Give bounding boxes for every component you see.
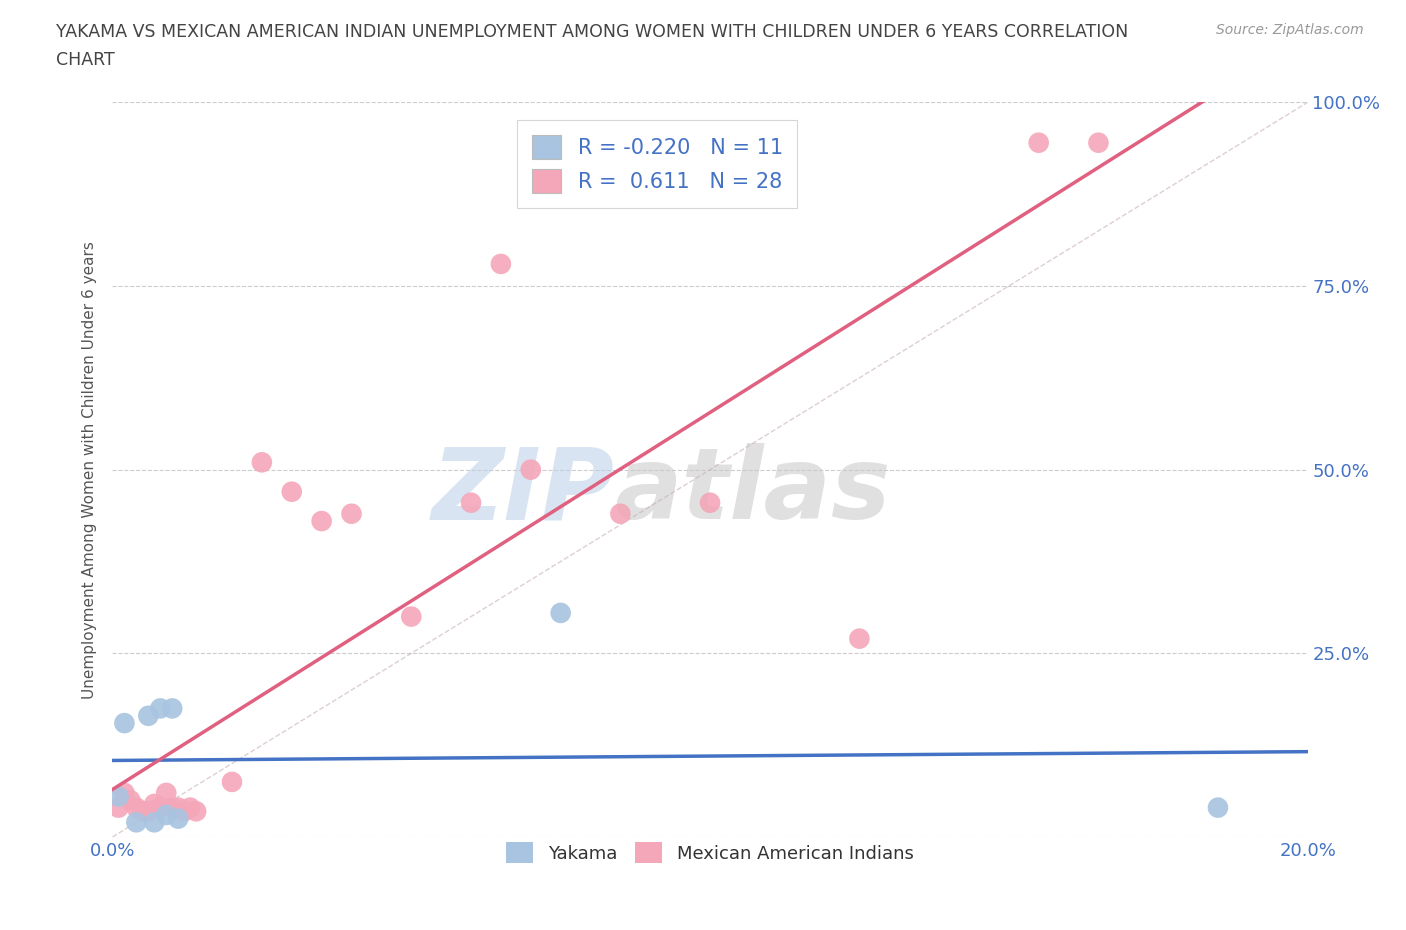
Y-axis label: Unemployment Among Women with Children Under 6 years: Unemployment Among Women with Children U… [82, 241, 97, 698]
Point [125, 800, 148, 815]
Text: ZIP: ZIP [432, 444, 614, 540]
Text: Source: ZipAtlas.com: Source: ZipAtlas.com [1216, 23, 1364, 37]
Point [138, 804, 160, 818]
Point [138, 709, 160, 724]
Point [281, 485, 304, 499]
Point [489, 257, 512, 272]
Text: YAKAMA VS MEXICAN AMERICAN INDIAN UNEMPLOYMENT AMONG WOMEN WITH CHILDREN UNDER 6: YAKAMA VS MEXICAN AMERICAN INDIAN UNEMPL… [56, 23, 1129, 41]
Point [848, 631, 870, 646]
Point [1087, 135, 1109, 150]
Point [120, 792, 142, 807]
Point [107, 790, 129, 804]
Point [114, 786, 135, 801]
Point [155, 807, 177, 822]
Point [149, 701, 172, 716]
Point [340, 506, 363, 521]
Point [107, 800, 129, 815]
Point [550, 605, 572, 620]
Point [520, 462, 543, 477]
Point [125, 815, 148, 830]
Point [221, 775, 243, 790]
Text: atlas: atlas [614, 444, 891, 540]
Point [114, 716, 135, 731]
Text: CHART: CHART [56, 51, 115, 69]
Point [149, 800, 172, 815]
Point [143, 796, 166, 811]
Point [460, 496, 482, 511]
Point [167, 811, 190, 826]
Point [250, 455, 273, 470]
Point [162, 800, 183, 815]
Legend: Yakama, Mexican American Indians: Yakama, Mexican American Indians [498, 833, 922, 872]
Point [167, 800, 190, 815]
Point [699, 496, 721, 511]
Point [1206, 800, 1229, 815]
Point [131, 804, 153, 818]
Point [173, 804, 195, 818]
Point [186, 804, 208, 818]
Point [162, 701, 183, 716]
Point [311, 513, 333, 528]
Point [1028, 135, 1050, 150]
Point [401, 609, 423, 624]
Point [609, 506, 631, 521]
Point [155, 786, 177, 801]
Point [179, 800, 201, 815]
Point [143, 815, 166, 830]
